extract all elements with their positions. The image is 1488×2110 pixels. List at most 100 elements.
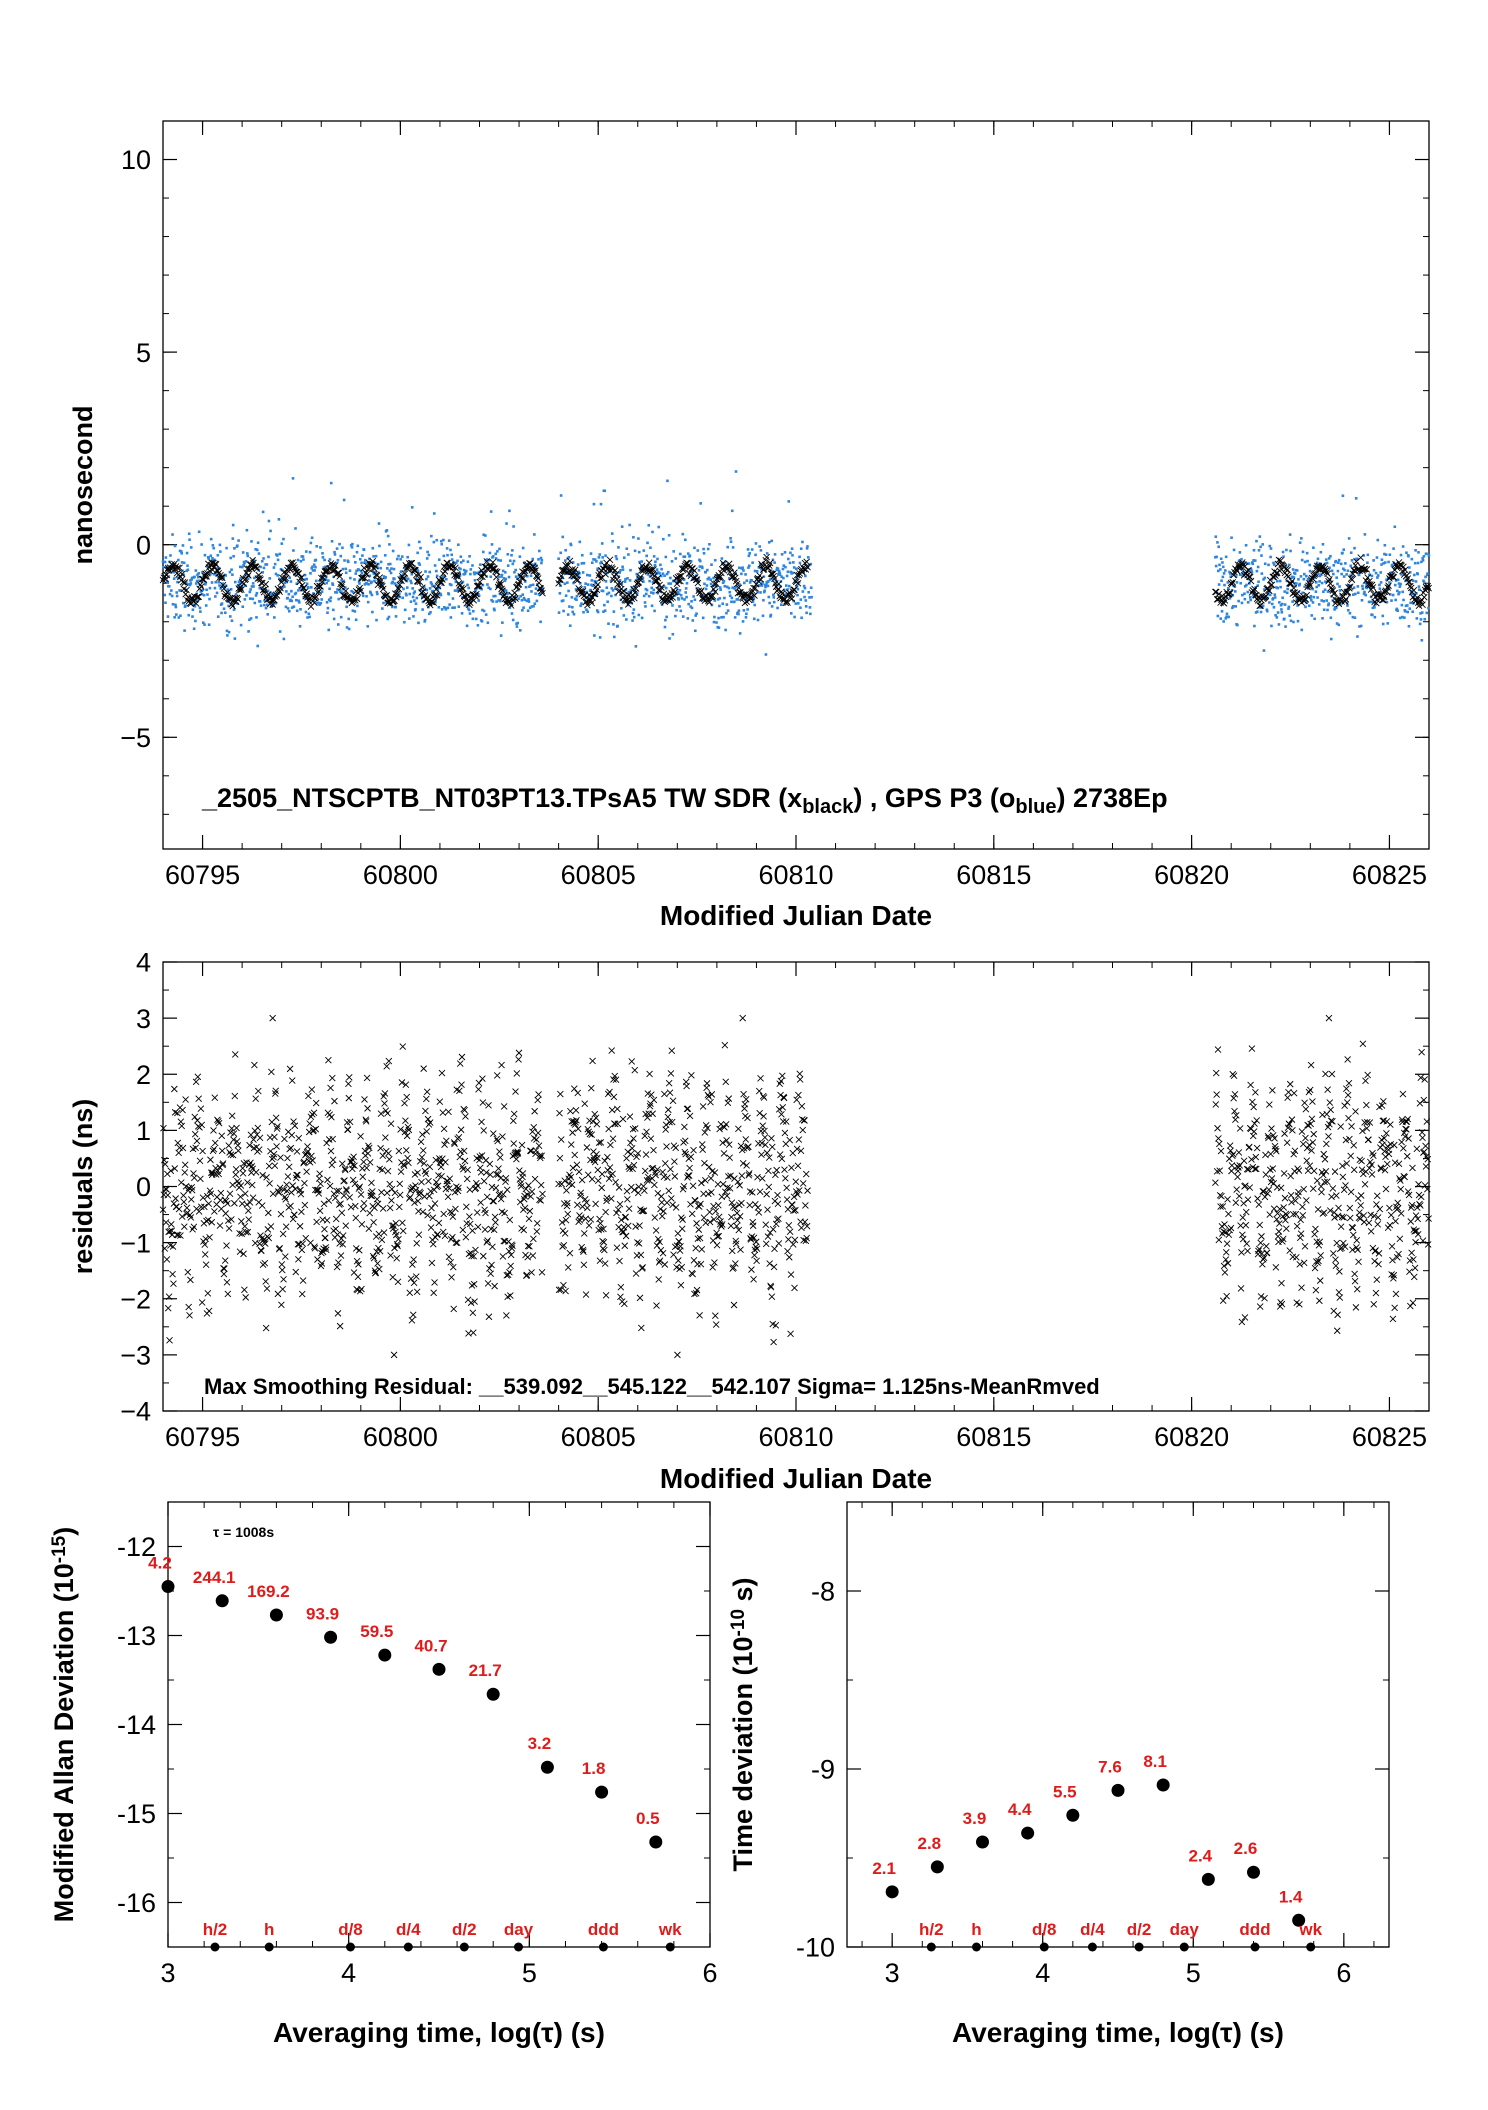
residual-point <box>664 1144 670 1150</box>
gps-point <box>737 613 740 616</box>
residual-point <box>791 1285 797 1291</box>
residual-point <box>668 1195 674 1201</box>
gps-point <box>395 615 398 618</box>
residual-point <box>416 1232 422 1238</box>
gps-point <box>315 545 318 548</box>
residual-point <box>568 1174 574 1180</box>
residual-point <box>575 1090 581 1096</box>
gps-point <box>424 619 427 622</box>
residual-point <box>606 1126 612 1132</box>
gps-point <box>231 619 234 622</box>
residual-point <box>647 1071 653 1077</box>
residual-point <box>740 1015 746 1021</box>
residual-point <box>662 1262 668 1268</box>
tw-point <box>804 559 810 565</box>
gps-point <box>345 605 348 608</box>
residual-point <box>459 1082 465 1088</box>
residual-point <box>385 1150 391 1156</box>
gps-point <box>653 555 656 558</box>
gps-point <box>489 552 492 555</box>
residual-point <box>638 1325 644 1331</box>
gps-point <box>746 608 749 611</box>
gps-point <box>406 586 409 589</box>
residual-point <box>241 1287 247 1293</box>
gps-point <box>343 499 346 502</box>
gps-point <box>1385 553 1388 556</box>
residual-point <box>1310 1186 1316 1192</box>
residual-point <box>1212 1180 1218 1186</box>
gps-point <box>1364 533 1367 536</box>
res-x-tick-label: 60805 <box>561 1422 636 1452</box>
residual-point <box>575 1126 581 1132</box>
residual-point <box>520 1170 526 1176</box>
gps-point <box>276 554 279 557</box>
gps-point <box>347 618 350 621</box>
gps-point <box>424 570 427 573</box>
gps-point <box>1283 590 1286 593</box>
residual-point <box>788 1165 794 1171</box>
residual-point <box>699 1246 705 1252</box>
gps-point <box>182 602 185 605</box>
residual-point <box>538 1182 544 1188</box>
gps-point <box>498 548 501 551</box>
gps-point <box>1258 549 1261 552</box>
gps-point <box>310 542 313 545</box>
gps-point <box>393 568 396 571</box>
gps-point <box>706 584 709 587</box>
gps-point <box>268 520 271 523</box>
residual-point <box>625 1223 631 1229</box>
residual-point <box>694 1220 700 1226</box>
gps-point <box>717 617 720 620</box>
gps-point <box>627 553 630 556</box>
residual-point <box>355 1274 361 1280</box>
gps-point <box>612 623 615 626</box>
residual-point <box>1321 1151 1327 1157</box>
gps-point <box>1296 569 1299 572</box>
gps-point <box>469 612 472 615</box>
gps-point <box>532 605 535 608</box>
gps-point <box>1215 556 1218 559</box>
gps-point <box>1285 549 1288 552</box>
gps-point <box>1372 559 1375 562</box>
residual-point <box>670 1202 676 1208</box>
residual-point <box>240 1170 246 1176</box>
residual-point <box>1231 1073 1237 1079</box>
gps-point <box>644 601 647 604</box>
gps-point <box>748 564 751 567</box>
gps-point <box>187 614 190 617</box>
res-y-tick-label: −4 <box>120 1397 151 1427</box>
gps-point <box>413 599 416 602</box>
gps-point <box>425 578 428 581</box>
residual-point <box>531 1124 537 1130</box>
gps-point <box>386 567 389 570</box>
tw-point <box>213 561 219 567</box>
gps-point <box>1316 596 1319 599</box>
gps-point <box>1427 607 1430 610</box>
gps-point <box>743 609 746 612</box>
gps-point <box>1324 588 1327 591</box>
residual-point <box>396 1204 402 1210</box>
gps-point <box>206 593 209 596</box>
gps-point <box>300 560 303 563</box>
residual-point <box>1278 1185 1284 1191</box>
gps-point <box>683 598 686 601</box>
gps-point <box>322 556 325 559</box>
residual-point <box>389 1186 395 1192</box>
gps-point <box>375 619 378 622</box>
gps-point <box>1411 610 1414 613</box>
gps-point <box>1245 584 1248 587</box>
gps-point <box>216 592 219 595</box>
residual-point <box>1302 1100 1308 1106</box>
gps-point <box>762 599 765 602</box>
residual-point <box>788 1331 794 1337</box>
residual-point <box>462 1113 468 1119</box>
residual-point <box>432 1279 438 1285</box>
residual-point <box>1257 1304 1263 1310</box>
residual-point <box>388 1121 394 1127</box>
residual-point <box>410 1312 416 1318</box>
gps-point <box>1375 572 1378 575</box>
gps-point <box>418 541 421 544</box>
residual-point <box>207 1157 213 1163</box>
gps-point <box>1313 596 1316 599</box>
gps-point <box>1304 561 1307 564</box>
